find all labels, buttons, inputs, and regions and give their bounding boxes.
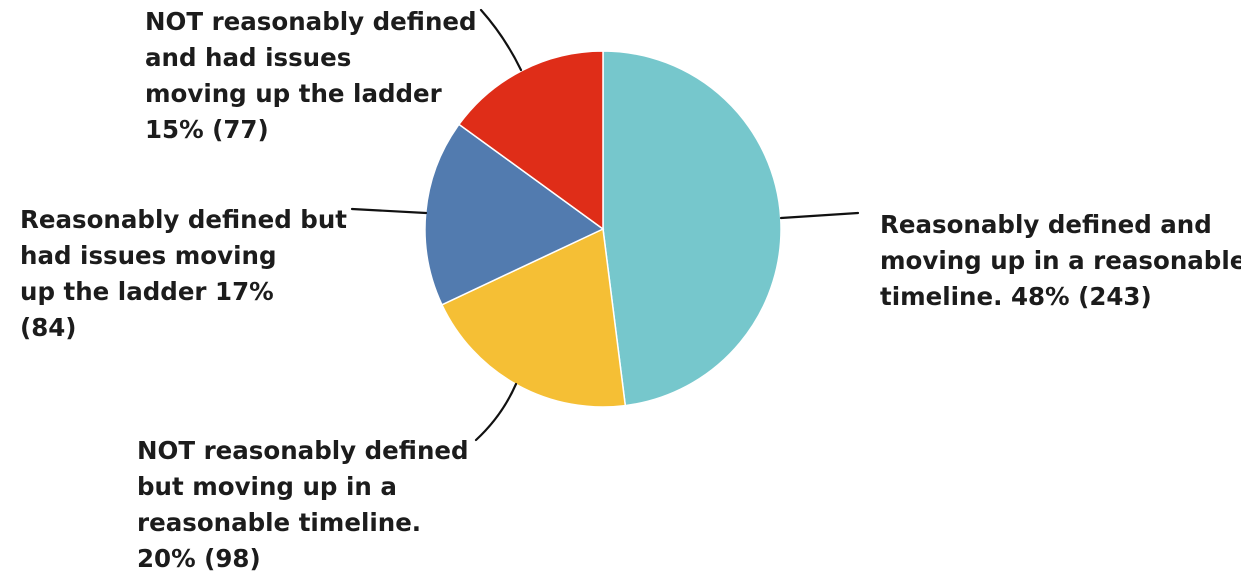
slice-label-line: moving up in a reasonable xyxy=(880,246,1241,275)
slice-label-line: up the ladder 17% xyxy=(20,277,274,306)
slice-label-2: NOT reasonably defined but moving up in a… xyxy=(137,436,469,571)
slice-label-line: 15% (77) xyxy=(145,115,269,144)
slice-label-line: timeline. 48% (243) xyxy=(880,282,1152,311)
slice-label-4: NOT reasonably defined and had issues movi… xyxy=(145,7,477,144)
slice-label-line: Reasonably defined but xyxy=(20,205,347,234)
slice-label-line: had issues moving xyxy=(20,241,276,270)
leader-line-4 xyxy=(479,8,523,72)
slice-label-line: moving up the ladder xyxy=(145,79,443,108)
slice-label-line: 20% (98) xyxy=(137,544,261,571)
slice-label-line: (84) xyxy=(20,313,77,342)
leader-line-1 xyxy=(779,211,860,220)
slice-label-1: Reasonably defined and moving up in a rea… xyxy=(880,210,1241,311)
pie-slice-1 xyxy=(602,50,782,407)
slice-label-line: Reasonably defined and xyxy=(880,210,1212,239)
pie-slices xyxy=(424,50,782,408)
slice-label-3: Reasonably defined but had issues moving u… xyxy=(20,205,347,342)
leader-lines xyxy=(350,8,860,442)
slice-label-line: NOT reasonably defined xyxy=(137,436,469,465)
slice-label-line: reasonable timeline. xyxy=(137,508,421,537)
leader-line-3 xyxy=(350,207,428,215)
leader-line-2 xyxy=(474,382,518,442)
slice-label-line: NOT reasonably defined xyxy=(145,7,477,36)
slice-label-line: but moving up in a xyxy=(137,472,397,501)
pie-slice-4 xyxy=(457,50,604,231)
pie-slice-2 xyxy=(440,227,627,408)
slice-label-line: and had issues xyxy=(145,43,351,72)
slice-labels: Reasonably defined and moving up in a rea… xyxy=(20,7,1241,571)
